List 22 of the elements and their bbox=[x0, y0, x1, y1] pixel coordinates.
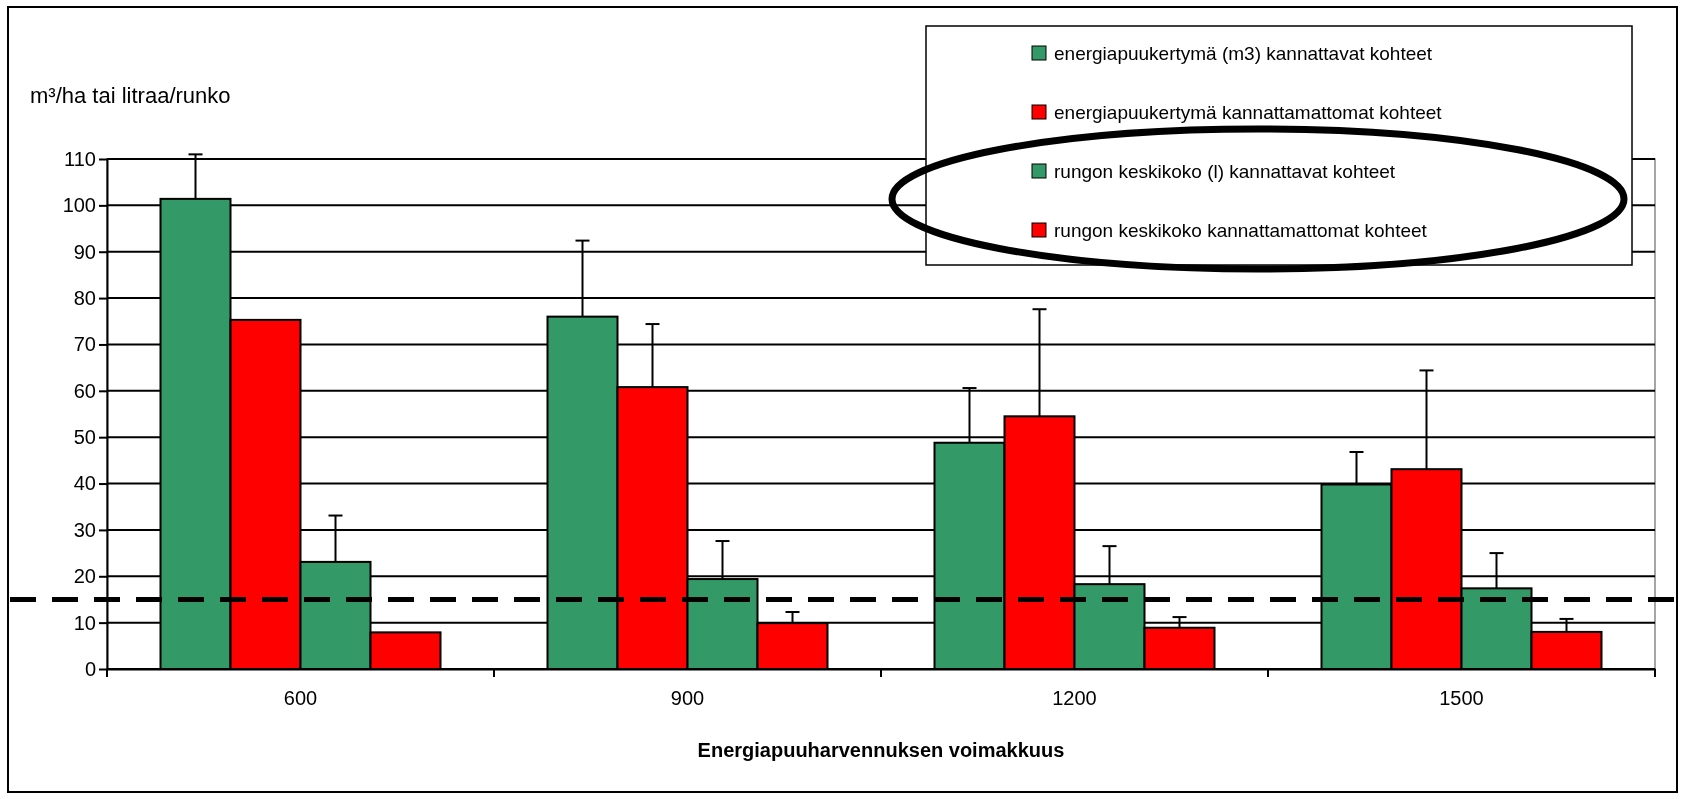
y-tick-label: 90 bbox=[73, 240, 96, 263]
y-tick-label: 20 bbox=[73, 565, 96, 588]
y-tick-label: 10 bbox=[73, 611, 96, 634]
legend-label: energiapuukertymä (m3) kannattavat kohteet bbox=[1054, 43, 1433, 64]
y-tick-label: 70 bbox=[73, 333, 96, 356]
x-axis-title: Energiapuuharvennuksen voimakkuus bbox=[697, 739, 1065, 761]
y-tick-label: 110 bbox=[64, 147, 96, 170]
legend-label: rungon keskikoko kannattamattomat kohteet bbox=[1054, 220, 1428, 241]
y-tick-label: 60 bbox=[73, 379, 96, 402]
y-tick-label: 100 bbox=[62, 194, 96, 217]
y-axis-title: m³/ha tai litraa/runko bbox=[30, 83, 231, 108]
y-tick-label: 30 bbox=[73, 518, 96, 541]
y-tick-label: 50 bbox=[73, 426, 96, 449]
y-tick-label: 40 bbox=[73, 472, 96, 495]
x-tick-label: 1500 bbox=[1439, 687, 1484, 710]
y-tick-label: 80 bbox=[73, 286, 96, 309]
legend-label: energiapuukertymä kannattamattomat kohteet bbox=[1054, 102, 1443, 123]
x-tick-label: 600 bbox=[283, 687, 318, 710]
x-tick-label: 900 bbox=[670, 687, 705, 710]
x-tick-label: 1200 bbox=[1052, 687, 1097, 710]
legend-label: rungon keskikoko (l) kannattavat kohteet bbox=[1054, 161, 1396, 182]
y-tick-label: 0 bbox=[84, 657, 96, 680]
